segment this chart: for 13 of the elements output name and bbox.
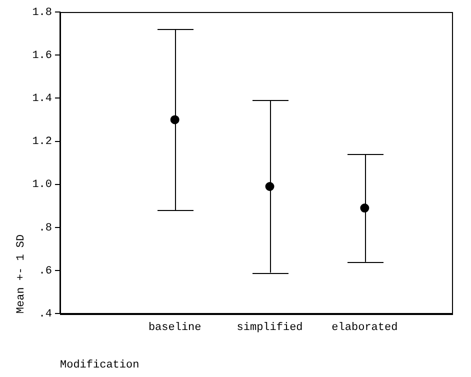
y-axis-title: Mean +- 1 SD — [16, 234, 28, 314]
y-tick-label: 1.8 — [32, 6, 52, 19]
y-tick-label: 1.4 — [32, 93, 52, 106]
x-tick-label: simplified — [236, 322, 303, 334]
x-axis-title: Modification — [60, 359, 140, 372]
y-tick-label: .4 — [38, 308, 52, 321]
y-tick-label: 1.6 — [32, 50, 52, 62]
x-tick-label: baseline — [148, 322, 202, 334]
y-tick-label: .8 — [38, 222, 52, 234]
y-tick-label: 1.2 — [32, 136, 52, 148]
y-tick-label: .6 — [38, 265, 52, 278]
y-tick-label: 1.0 — [32, 179, 52, 192]
x-tick-label: elaborated — [332, 322, 398, 334]
